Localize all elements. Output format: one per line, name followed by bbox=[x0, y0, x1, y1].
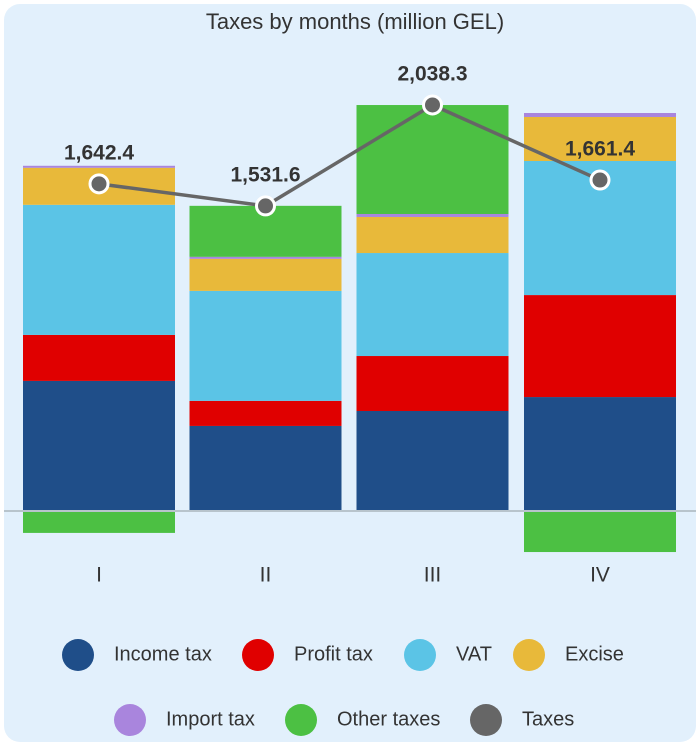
x-tick-label: IV bbox=[590, 564, 610, 587]
x-tick-label: II bbox=[260, 564, 272, 587]
bar bbox=[189, 290, 342, 401]
bar bbox=[356, 253, 509, 357]
bar bbox=[189, 425, 342, 511]
point bbox=[589, 169, 611, 191]
bar bbox=[189, 256, 342, 259]
bar bbox=[524, 116, 676, 162]
data-label: 2,038.3 bbox=[397, 63, 467, 86]
legend-label: Other taxes bbox=[337, 708, 440, 730]
legend-marker bbox=[62, 639, 94, 671]
bar bbox=[189, 400, 342, 426]
x-tick-label: III bbox=[424, 564, 442, 587]
legend-marker bbox=[513, 639, 545, 671]
bar bbox=[356, 356, 509, 412]
legend-marker bbox=[242, 639, 274, 671]
legend-marker bbox=[404, 639, 436, 671]
point bbox=[422, 94, 443, 116]
bar bbox=[356, 213, 509, 217]
bar bbox=[189, 258, 342, 291]
legend-label: Import tax bbox=[166, 708, 255, 730]
bar bbox=[524, 511, 676, 553]
data-label: 1,642.4 bbox=[64, 141, 134, 164]
bar bbox=[23, 204, 175, 335]
card bbox=[4, 4, 696, 742]
legend-label: VAT bbox=[456, 643, 492, 665]
legend-marker bbox=[285, 704, 317, 736]
data-label: 1,661.4 bbox=[565, 138, 635, 161]
point bbox=[255, 195, 276, 217]
legend-marker bbox=[470, 704, 502, 736]
bar bbox=[23, 511, 175, 533]
bar bbox=[23, 334, 175, 381]
legend-label: Excise bbox=[565, 643, 624, 665]
data-label: 1,531.6 bbox=[230, 163, 300, 186]
legend-marker bbox=[114, 704, 146, 736]
bar bbox=[356, 411, 509, 511]
legend-label: Income tax bbox=[114, 643, 212, 665]
legend-label: Taxes bbox=[522, 708, 574, 730]
bar bbox=[23, 165, 175, 168]
bar bbox=[356, 105, 509, 214]
bar bbox=[356, 216, 509, 254]
bar bbox=[524, 112, 676, 117]
bar bbox=[524, 397, 676, 511]
x-tick-label: I bbox=[96, 564, 102, 587]
bar bbox=[23, 380, 175, 511]
chart-title: Taxes by months (million GEL) bbox=[206, 9, 504, 34]
bar bbox=[524, 295, 676, 398]
point bbox=[88, 173, 110, 195]
legend-label: Profit tax bbox=[294, 643, 373, 665]
line bbox=[98, 102, 601, 208]
